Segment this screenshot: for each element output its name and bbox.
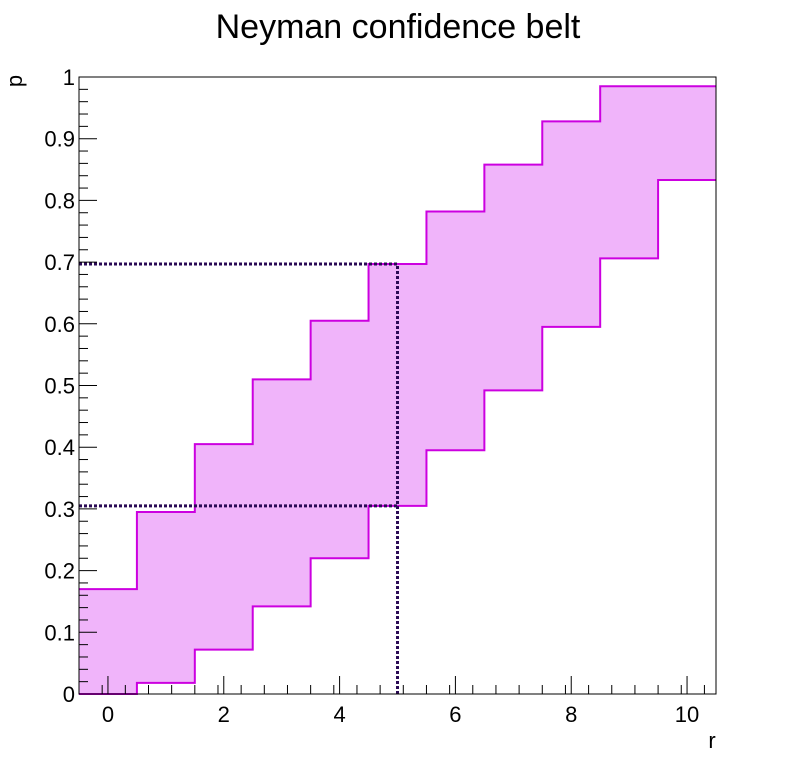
y-tick-label: 0.6: [44, 312, 75, 337]
y-tick-label: 0.8: [44, 188, 75, 213]
y-tick-label: 0.7: [44, 250, 75, 275]
x-tick-label: 6: [449, 702, 461, 727]
chart-title: Neyman confidence belt: [216, 8, 581, 46]
x-axis-title: r: [708, 728, 715, 753]
y-tick-label: 1: [63, 65, 75, 90]
x-tick-label: 0: [102, 702, 114, 727]
x-tick-label: 8: [565, 702, 577, 727]
x-tick-label: 10: [675, 702, 699, 727]
y-tick-label: 0.4: [44, 435, 75, 460]
x-tick-label: 2: [218, 702, 230, 727]
y-tick-label: 0.3: [44, 497, 75, 522]
lower-band-line: [79, 179, 716, 695]
interval-lines: [79, 262, 399, 694]
axis-ticks: 0 2 4 6 8 10 0 0.1 0.2 0.3 0.4 0.5 0.6 0.7 0.8 0.9 1: [44, 65, 705, 727]
y-tick-label: 0.9: [44, 127, 75, 152]
y-tick-label: 0.5: [44, 374, 75, 399]
y-tick-label: 0: [63, 682, 75, 707]
y-tick-label: 0.1: [44, 620, 75, 645]
belt-layer: [79, 85, 716, 695]
belt-fill: [79, 86, 716, 694]
y-tick-label: 0.2: [44, 559, 75, 584]
x-tick-label: 4: [333, 702, 345, 727]
upper-band-line: [79, 85, 716, 591]
y-axis-title: p: [2, 75, 27, 87]
